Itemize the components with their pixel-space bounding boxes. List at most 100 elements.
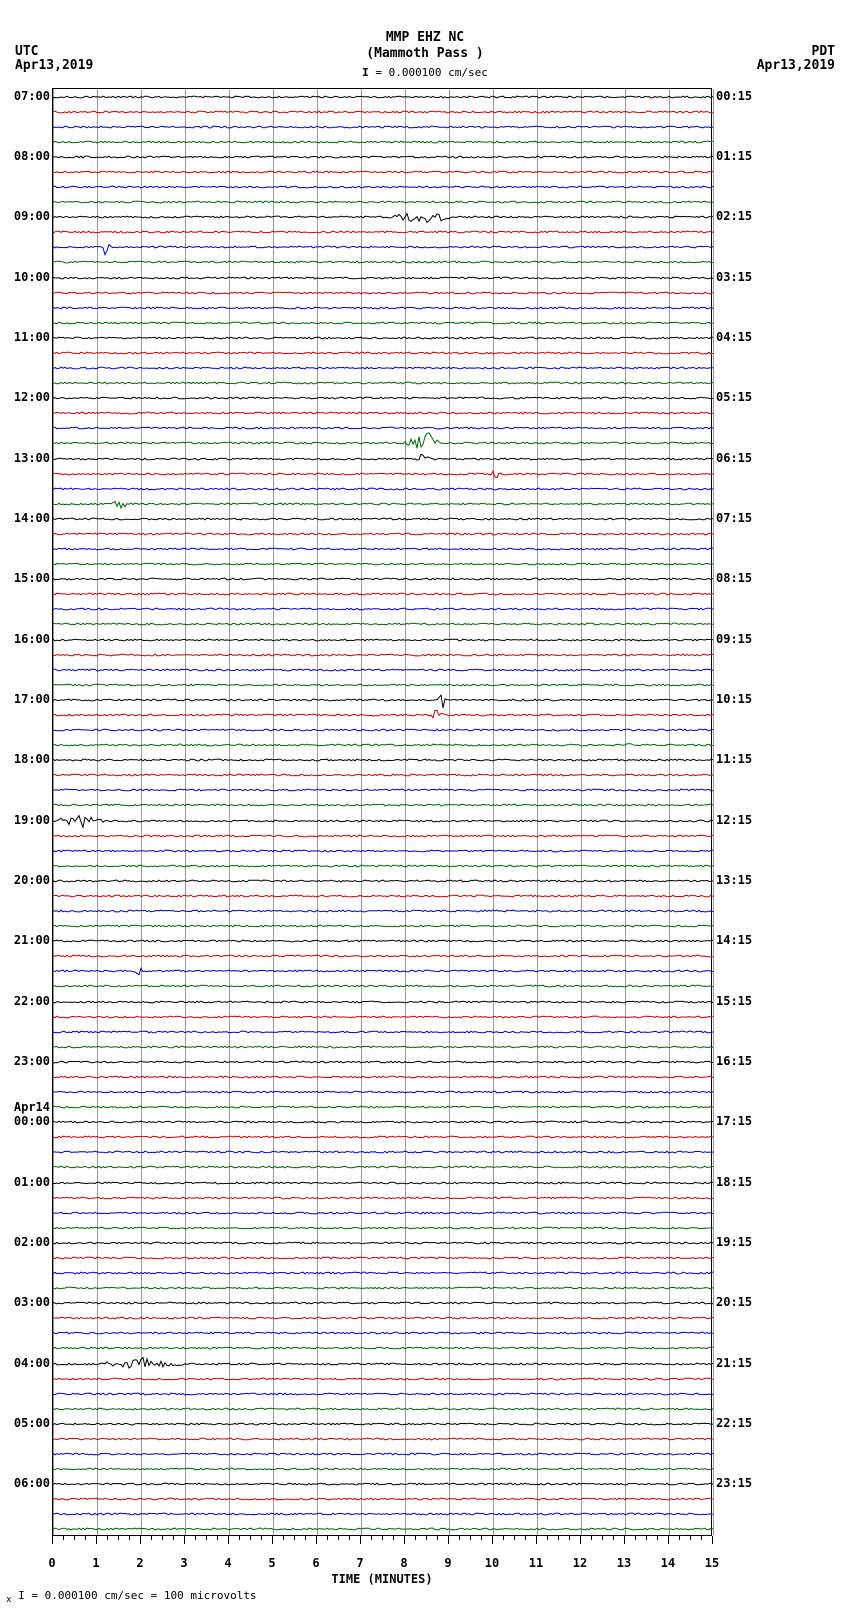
- timezone-left: UTC: [15, 44, 38, 59]
- date-midnight: Apr14: [0, 1100, 50, 1114]
- xtick-minor: [129, 1536, 130, 1540]
- date-left: Apr13,2019: [15, 58, 93, 73]
- time-label-pdt: 10:15: [716, 692, 752, 706]
- xtick-mark: [184, 1536, 185, 1544]
- xtick-minor: [657, 1536, 658, 1540]
- time-label-utc: 12:00: [0, 390, 50, 404]
- seismic-trace: [53, 360, 713, 376]
- seismic-trace: [53, 345, 713, 361]
- time-label-pdt: 21:15: [716, 1356, 752, 1370]
- seismic-trace: [53, 390, 713, 406]
- seismic-trace: [53, 254, 713, 270]
- xtick-minor: [338, 1536, 339, 1540]
- seismic-trace: [53, 813, 713, 829]
- time-label-utc: 21:00: [0, 933, 50, 947]
- seismic-trace: [53, 1250, 713, 1266]
- xtick-minor: [569, 1536, 570, 1540]
- seismic-trace: [53, 858, 713, 874]
- xtick-minor: [261, 1536, 262, 1540]
- seismic-trace: [53, 1235, 713, 1251]
- time-label-utc: 18:00: [0, 752, 50, 766]
- xtick-minor: [690, 1536, 691, 1540]
- seismic-trace: [53, 677, 713, 693]
- xtick-label: 1: [92, 1556, 99, 1570]
- seismic-trace: [53, 451, 713, 467]
- xtick-minor: [503, 1536, 504, 1540]
- seismic-trace: [53, 888, 713, 904]
- time-label-utc: 14:00: [0, 511, 50, 525]
- time-label-pdt: 05:15: [716, 390, 752, 404]
- xtick-minor: [679, 1536, 680, 1540]
- xtick-minor: [481, 1536, 482, 1540]
- seismic-trace: [53, 918, 713, 934]
- time-label-pdt: 04:15: [716, 330, 752, 344]
- xtick-minor: [173, 1536, 174, 1540]
- seismic-trace: [53, 692, 713, 708]
- seismic-trace: [53, 873, 713, 889]
- time-label-utc: 16:00: [0, 632, 50, 646]
- xtick-minor: [470, 1536, 471, 1540]
- xtick-mark: [140, 1536, 141, 1544]
- time-label-pdt: 09:15: [716, 632, 752, 646]
- xtick-minor: [613, 1536, 614, 1540]
- xtick-label: 7: [356, 1556, 363, 1570]
- seismic-trace: [53, 239, 713, 255]
- seismic-trace: [53, 526, 713, 542]
- seismic-trace: [53, 541, 713, 557]
- time-label-pdt: 07:15: [716, 511, 752, 525]
- seismic-trace: [53, 1159, 713, 1175]
- time-label-utc: 09:00: [0, 209, 50, 223]
- seismic-trace: [53, 1340, 713, 1356]
- time-label-utc: 00:00: [0, 1114, 50, 1128]
- xtick-label: 8: [400, 1556, 407, 1570]
- xtick-minor: [305, 1536, 306, 1540]
- seismic-trace: [53, 1521, 713, 1537]
- xtick-label: 15: [705, 1556, 719, 1570]
- time-label-utc: 01:00: [0, 1175, 50, 1189]
- seismic-trace: [53, 179, 713, 195]
- seismic-trace: [53, 782, 713, 798]
- seismic-trace: [53, 1175, 713, 1191]
- xtick-minor: [382, 1536, 383, 1540]
- time-label-pdt: 17:15: [716, 1114, 752, 1128]
- seismic-trace: [53, 1069, 713, 1085]
- xtick-minor: [294, 1536, 295, 1540]
- time-label-pdt: 15:15: [716, 994, 752, 1008]
- xtick-minor: [107, 1536, 108, 1540]
- seismic-trace: [53, 104, 713, 120]
- seismic-trace: [53, 224, 713, 240]
- seismic-trace: [53, 948, 713, 964]
- xtick-mark: [316, 1536, 317, 1544]
- station-name: (Mammoth Pass ): [0, 46, 850, 61]
- seismic-trace: [53, 571, 713, 587]
- seismogram-plot: [52, 88, 712, 1536]
- date-right: Apr13,2019: [757, 58, 835, 73]
- time-label-utc: 06:00: [0, 1476, 50, 1490]
- seismic-trace: [53, 315, 713, 331]
- xtick-minor: [437, 1536, 438, 1540]
- seismic-trace: [53, 1009, 713, 1025]
- seismic-trace: [53, 1114, 713, 1130]
- xtick-minor: [151, 1536, 152, 1540]
- time-label-pdt: 20:15: [716, 1295, 752, 1309]
- time-label-utc: 03:00: [0, 1295, 50, 1309]
- xtick-label: 10: [485, 1556, 499, 1570]
- xtick-label: 9: [444, 1556, 451, 1570]
- scale-indicator: I = 0.000100 cm/sec: [0, 66, 850, 79]
- seismic-trace: [53, 828, 713, 844]
- time-label-pdt: 06:15: [716, 451, 752, 465]
- xtick-minor: [74, 1536, 75, 1540]
- time-label-utc: 20:00: [0, 873, 50, 887]
- seismic-trace: [53, 1099, 713, 1115]
- time-label-pdt: 16:15: [716, 1054, 752, 1068]
- time-label-utc: 07:00: [0, 89, 50, 103]
- xtick-minor: [162, 1536, 163, 1540]
- time-label-pdt: 23:15: [716, 1476, 752, 1490]
- seismic-trace: [53, 843, 713, 859]
- xtick-mark: [404, 1536, 405, 1544]
- time-label-utc: 13:00: [0, 451, 50, 465]
- time-label-utc: 15:00: [0, 571, 50, 585]
- seismic-trace: [53, 1356, 713, 1372]
- seismic-trace: [53, 1310, 713, 1326]
- xtick-minor: [195, 1536, 196, 1540]
